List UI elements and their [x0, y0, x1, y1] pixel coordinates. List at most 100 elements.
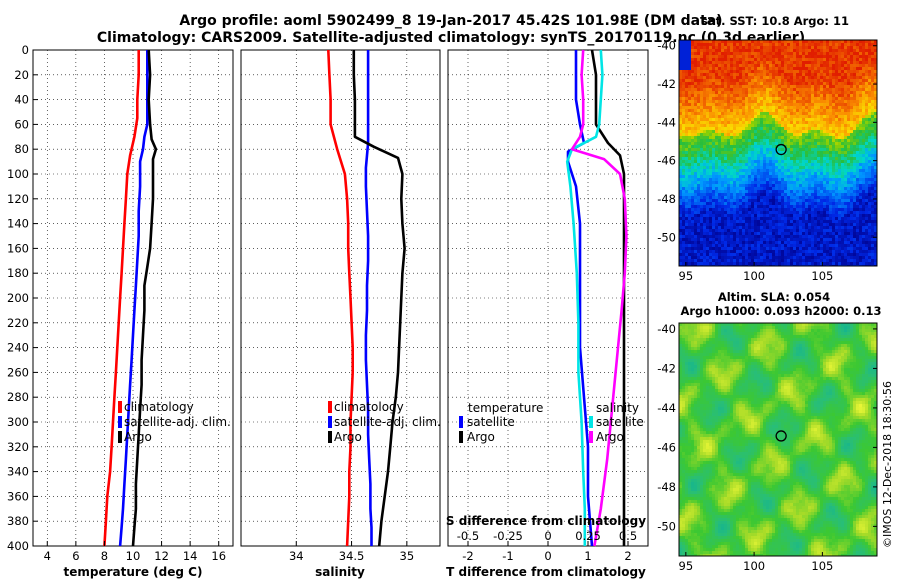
heatmap-cell: [826, 199, 829, 202]
heatmap-cell: [730, 133, 733, 136]
heatmap-cell: [682, 163, 685, 166]
heatmap-cell: [694, 208, 697, 211]
heatmap-cell: [712, 124, 715, 127]
heatmap-cell: [727, 88, 730, 91]
heatmap-cell: [694, 49, 697, 52]
heatmap-cell: [790, 58, 793, 61]
heatmap-cell: [694, 58, 697, 61]
heatmap-cell: [832, 190, 835, 193]
heatmap-cell: [769, 241, 772, 244]
heatmap-cell: [781, 244, 784, 247]
heatmap-cell: [784, 124, 787, 127]
heatmap-cell: [820, 145, 823, 148]
heatmap-cell: [787, 205, 790, 208]
heatmap-cell: [814, 160, 817, 163]
heatmap-cell: [679, 112, 682, 115]
heatmap-cell: [745, 55, 748, 58]
heatmap-cell: [754, 190, 757, 193]
heatmap-cell: [787, 106, 790, 109]
heatmap-cell: [808, 73, 811, 76]
heatmap-cell: [703, 43, 706, 46]
heatmap-cell: [685, 130, 688, 133]
heatmap-cell: [784, 178, 787, 181]
heatmap-cell: [745, 112, 748, 115]
heatmap-cell: [862, 166, 865, 169]
heatmap-cell: [832, 70, 835, 73]
heatmap-cell: [697, 193, 700, 196]
heatmap-cell: [778, 70, 781, 73]
x-tick-label: -2: [462, 549, 473, 563]
heatmap-cell: [823, 157, 826, 160]
heatmap-cell: [712, 244, 715, 247]
heatmap-cell: [826, 139, 829, 142]
heatmap-cell: [715, 58, 718, 61]
heatmap-cell: [769, 118, 772, 121]
heatmap-cell: [757, 52, 760, 55]
heatmap-cell: [712, 97, 715, 100]
heatmap-cell: [685, 58, 688, 61]
heatmap-cell: [838, 76, 841, 79]
heatmap-cell: [754, 76, 757, 79]
heatmap-cell: [841, 58, 844, 61]
heatmap-cell: [778, 157, 781, 160]
heatmap-cell: [814, 172, 817, 175]
heatmap-cell: [772, 175, 775, 178]
heatmap-cell: [817, 91, 820, 94]
heatmap-cell: [778, 235, 781, 238]
heatmap-cell: [814, 64, 817, 67]
heatmap-cell: [772, 208, 775, 211]
heatmap-cell: [748, 55, 751, 58]
heatmap-cell: [715, 103, 718, 106]
heatmap-cell: [694, 190, 697, 193]
heatmap-cell: [691, 238, 694, 241]
heatmap-cell: [871, 253, 874, 256]
heatmap-cell: [802, 187, 805, 190]
heatmap-cell: [814, 214, 817, 217]
heatmap-cell: [838, 46, 841, 49]
heatmap-cell: [688, 55, 691, 58]
heatmap-cell: [736, 196, 739, 199]
heatmap-cell: [817, 223, 820, 226]
heatmap-cell: [700, 235, 703, 238]
heatmap-cell: [742, 229, 745, 232]
heatmap-cell: [754, 136, 757, 139]
heatmap-cell: [730, 67, 733, 70]
heatmap-cell: [865, 61, 868, 64]
heatmap-cell: [706, 172, 709, 175]
heatmap-cell: [871, 88, 874, 91]
heatmap-cell: [853, 154, 856, 157]
heatmap-cell: [796, 79, 799, 82]
heatmap-cell: [811, 145, 814, 148]
heatmap-cell: [868, 61, 871, 64]
heatmap-cell: [763, 190, 766, 193]
heatmap-cell: [697, 190, 700, 193]
heatmap-cell: [778, 178, 781, 181]
heatmap-cell: [709, 82, 712, 85]
title-line-1: Argo profile: aoml 5902499_8 19-Jan-2017…: [179, 13, 722, 29]
heatmap-cell: [868, 106, 871, 109]
heatmap-cell: [700, 241, 703, 244]
heatmap-cell: [868, 130, 871, 133]
heatmap-cell: [853, 172, 856, 175]
heatmap-cell: [844, 211, 847, 214]
heatmap-cell: [823, 223, 826, 226]
heatmap-cell: [715, 130, 718, 133]
heatmap-cell: [829, 229, 832, 232]
heatmap-cell: [871, 73, 874, 76]
heatmap-cell: [808, 130, 811, 133]
heatmap-cell: [688, 82, 691, 85]
heatmap-cell: [799, 49, 802, 52]
heatmap-cell: [817, 208, 820, 211]
heatmap-cell: [850, 217, 853, 220]
heatmap-cell: [700, 169, 703, 172]
heatmap-cell: [823, 109, 826, 112]
heatmap-cell: [736, 241, 739, 244]
heatmap-cell: [742, 253, 745, 256]
heatmap-cell: [790, 112, 793, 115]
heatmap-cell: [802, 148, 805, 151]
heatmap-cell: [739, 103, 742, 106]
heatmap-cell: [859, 49, 862, 52]
heatmap-cell: [823, 46, 826, 49]
heatmap-cell: [730, 106, 733, 109]
